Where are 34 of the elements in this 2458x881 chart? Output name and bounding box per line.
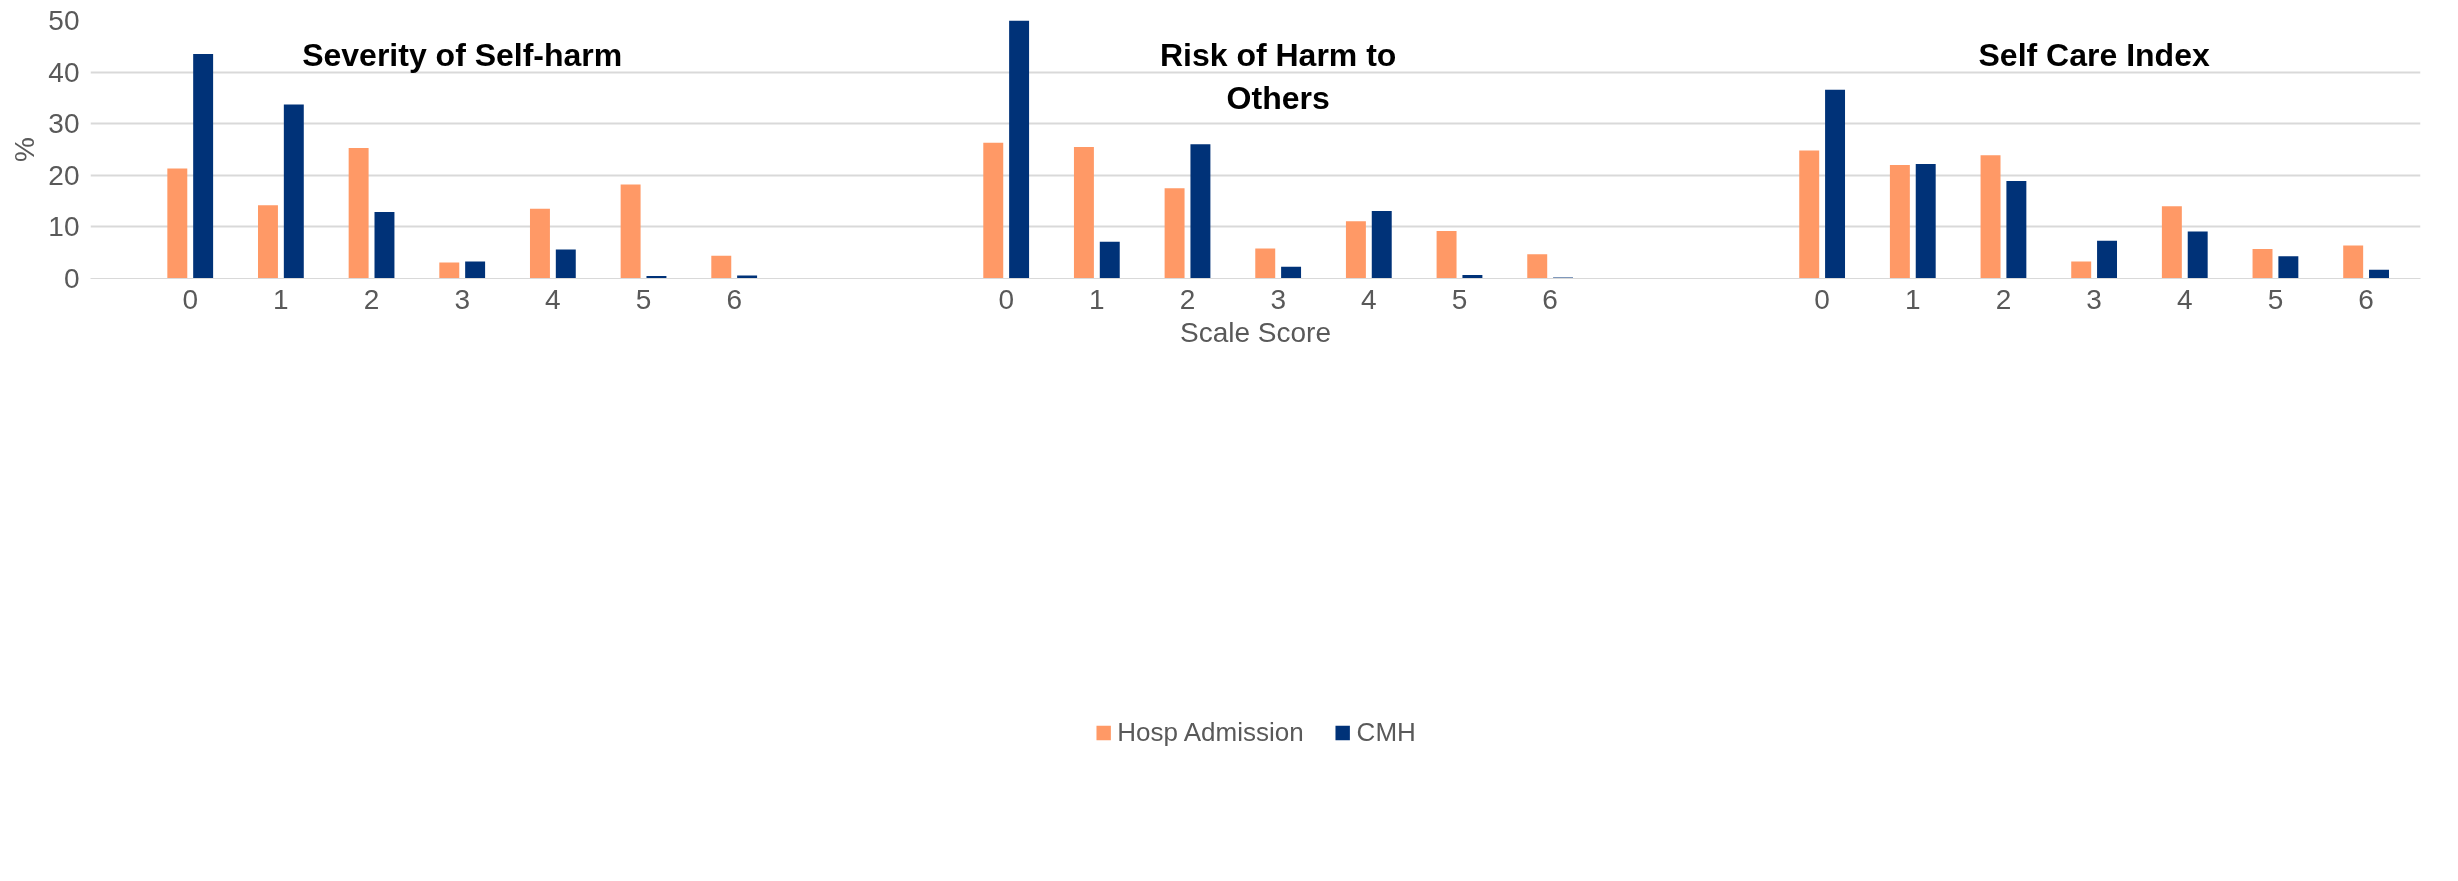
legend-label: CMH — [1356, 716, 1416, 748]
x-tick-label: 1 — [1089, 283, 1105, 315]
annotation: Risk of Harm to Others — [1159, 37, 1397, 117]
x-tick-label: 2 — [363, 283, 380, 315]
x-tick-label: 4 — [545, 283, 561, 315]
legend-label: Hosp Admission — [1117, 716, 1304, 748]
y-tick-label: 40 — [48, 56, 80, 88]
annotation: Self Care Index — [1978, 37, 2210, 74]
x-tick-label: 0 — [182, 283, 199, 315]
y-axis-title: % — [9, 137, 41, 162]
x-axis-title: Scale Score — [1180, 316, 1331, 348]
x-tick-label: 1 — [1905, 283, 1921, 315]
x-tick-label: 1 — [273, 283, 289, 315]
x-tick-label: 5 — [2267, 283, 2284, 315]
y-tick-label: 10 — [48, 211, 80, 243]
y-tick-label: 50 — [48, 5, 80, 36]
x-tick-label: 0 — [998, 283, 1014, 315]
x-tick-label: 6 — [726, 283, 742, 315]
x-tick-label: 3 — [2086, 283, 2102, 315]
annotation: Severity of Self-harm — [302, 37, 623, 74]
y-tick-label: 0 — [63, 263, 80, 294]
x-tick-label: 4 — [2176, 283, 2193, 315]
x-tick-label: 3 — [1270, 283, 1286, 315]
x-tick-label: 3 — [454, 283, 470, 315]
x-tick-label: 2 — [1995, 283, 2012, 315]
x-tick-label: 2 — [1179, 283, 1196, 315]
x-tick-label: 4 — [1361, 283, 1377, 315]
x-tick-label: 6 — [2358, 283, 2374, 315]
y-tick-label: 30 — [48, 108, 80, 140]
x-tick-label: 5 — [1451, 283, 1468, 315]
x-tick-label: 0 — [1814, 283, 1830, 315]
y-tick-label: 20 — [48, 159, 80, 191]
x-tick-label: 6 — [1542, 283, 1558, 315]
x-tick-label: 5 — [635, 283, 652, 315]
